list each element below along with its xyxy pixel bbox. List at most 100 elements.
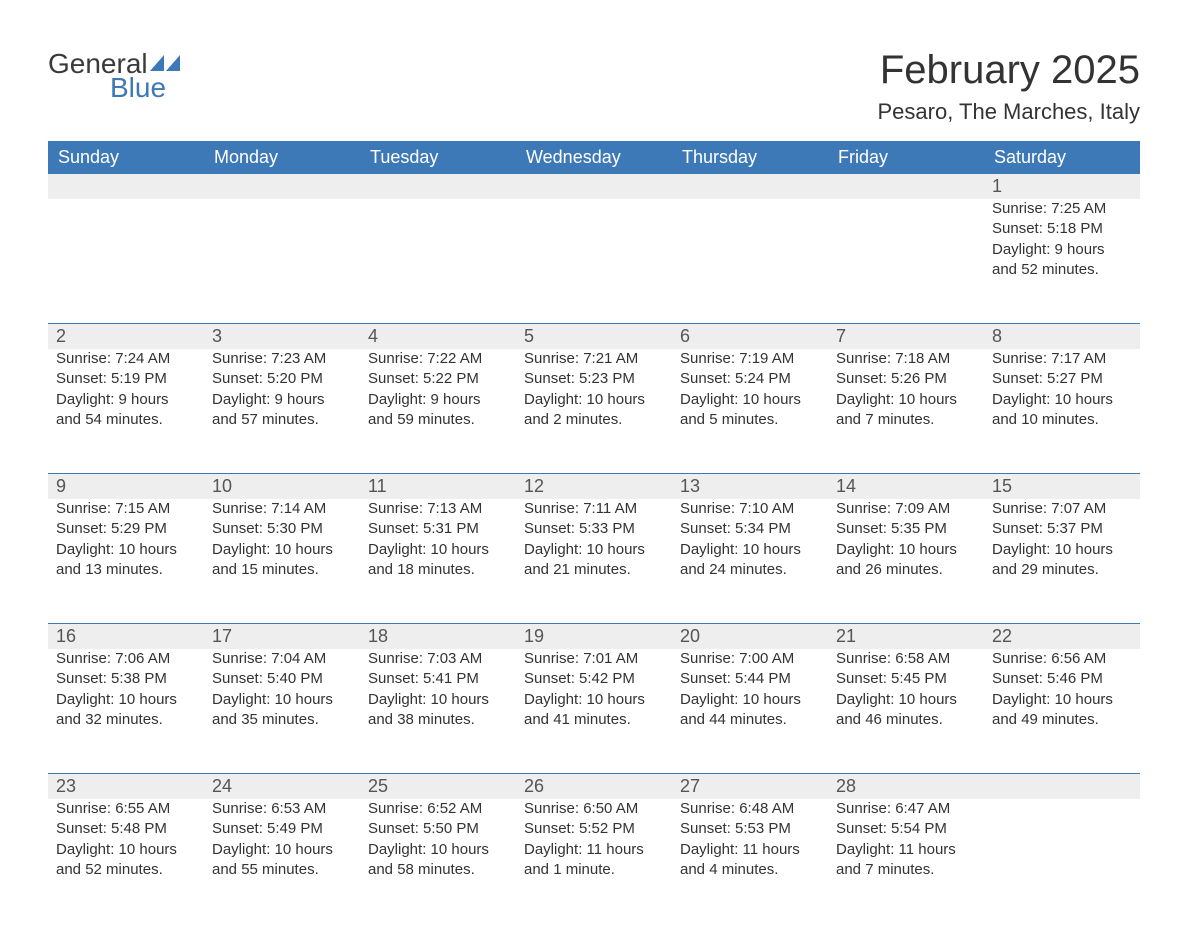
sunrise-text: Sunrise: 7:00 AM (680, 649, 822, 669)
day-details: Sunrise: 7:17 AMSunset: 5:27 PMDaylight:… (986, 349, 1134, 430)
sunrise-text: Sunrise: 7:06 AM (56, 649, 198, 669)
calendar-cell (828, 199, 984, 299)
daylight2-text: and 24 minutes. (680, 560, 822, 580)
sunset-text: Sunset: 5:20 PM (212, 369, 354, 389)
day-number (984, 774, 1140, 799)
calendar-cell: Sunrise: 6:53 AMSunset: 5:49 PMDaylight:… (204, 799, 360, 899)
daylight1-text: Daylight: 10 hours (212, 540, 354, 560)
calendar-cell (672, 199, 828, 299)
dow-sunday: Sunday (48, 141, 204, 174)
calendar-cell: Sunrise: 7:11 AMSunset: 5:33 PMDaylight:… (516, 499, 672, 599)
daylight2-text: and 10 minutes. (992, 410, 1134, 430)
day-number: 2 (48, 324, 204, 349)
sunrise-text: Sunrise: 7:18 AM (836, 349, 978, 369)
title-block: February 2025 Pesaro, The Marches, Italy (878, 48, 1141, 125)
daylight2-text: and 15 minutes. (212, 560, 354, 580)
daylight2-text: and 7 minutes. (836, 860, 978, 880)
daylight1-text: Daylight: 10 hours (212, 840, 354, 860)
sunrise-text: Sunrise: 7:15 AM (56, 499, 198, 519)
day-number: 18 (360, 624, 516, 649)
dow-friday: Friday (828, 141, 984, 174)
calendar-cell: Sunrise: 7:10 AMSunset: 5:34 PMDaylight:… (672, 499, 828, 599)
sunrise-text: Sunrise: 7:25 AM (992, 199, 1134, 219)
sunset-text: Sunset: 5:33 PM (524, 519, 666, 539)
sunset-text: Sunset: 5:37 PM (992, 519, 1134, 539)
daylight1-text: Daylight: 10 hours (56, 690, 198, 710)
day-number: 4 (360, 324, 516, 349)
calendar-cell: Sunrise: 7:21 AMSunset: 5:23 PMDaylight:… (516, 349, 672, 449)
daylight2-text: and 32 minutes. (56, 710, 198, 730)
day-details: Sunrise: 6:58 AMSunset: 5:45 PMDaylight:… (830, 649, 978, 730)
week-row: 1Sunrise: 7:25 AMSunset: 5:18 PMDaylight… (48, 174, 1140, 299)
daylight1-text: Daylight: 10 hours (992, 690, 1134, 710)
sunrise-text: Sunrise: 6:56 AM (992, 649, 1134, 669)
day-number: 24 (204, 774, 360, 799)
daylight1-text: Daylight: 10 hours (992, 540, 1134, 560)
sunrise-text: Sunrise: 7:14 AM (212, 499, 354, 519)
daylight2-text: and 46 minutes. (836, 710, 978, 730)
calendar-cell: Sunrise: 6:55 AMSunset: 5:48 PMDaylight:… (48, 799, 204, 899)
sunset-text: Sunset: 5:52 PM (524, 819, 666, 839)
calendar-cell: Sunrise: 7:04 AMSunset: 5:40 PMDaylight:… (204, 649, 360, 749)
day-number (516, 174, 672, 199)
week-row: 16171819202122Sunrise: 7:06 AMSunset: 5:… (48, 623, 1140, 749)
day-details: Sunrise: 7:09 AMSunset: 5:35 PMDaylight:… (830, 499, 978, 580)
daylight2-text: and 52 minutes. (56, 860, 198, 880)
calendar-cell: Sunrise: 7:09 AMSunset: 5:35 PMDaylight:… (828, 499, 984, 599)
day-details: Sunrise: 7:04 AMSunset: 5:40 PMDaylight:… (206, 649, 354, 730)
daylight2-text: and 38 minutes. (368, 710, 510, 730)
sunrise-text: Sunrise: 6:50 AM (524, 799, 666, 819)
day-number: 17 (204, 624, 360, 649)
daylight1-text: Daylight: 9 hours (992, 240, 1134, 260)
calendar-cell: Sunrise: 7:23 AMSunset: 5:20 PMDaylight:… (204, 349, 360, 449)
day-number (672, 174, 828, 199)
day-number: 20 (672, 624, 828, 649)
daylight1-text: Daylight: 10 hours (836, 690, 978, 710)
calendar-cell: Sunrise: 6:50 AMSunset: 5:52 PMDaylight:… (516, 799, 672, 899)
sunset-text: Sunset: 5:35 PM (836, 519, 978, 539)
daylight1-text: Daylight: 10 hours (524, 390, 666, 410)
daylight1-text: Daylight: 10 hours (836, 540, 978, 560)
day-number: 7 (828, 324, 984, 349)
dow-thursday: Thursday (672, 141, 828, 174)
daylight2-text: and 58 minutes. (368, 860, 510, 880)
location: Pesaro, The Marches, Italy (878, 99, 1141, 125)
sunrise-text: Sunrise: 6:52 AM (368, 799, 510, 819)
sunrise-text: Sunrise: 7:19 AM (680, 349, 822, 369)
week-row: 232425262728Sunrise: 6:55 AMSunset: 5:48… (48, 773, 1140, 899)
sunrise-text: Sunrise: 6:48 AM (680, 799, 822, 819)
daylight1-text: Daylight: 11 hours (836, 840, 978, 860)
daylight1-text: Daylight: 10 hours (680, 690, 822, 710)
sunset-text: Sunset: 5:24 PM (680, 369, 822, 389)
day-number: 14 (828, 474, 984, 499)
daylight1-text: Daylight: 9 hours (56, 390, 198, 410)
daylight2-text: and 13 minutes. (56, 560, 198, 580)
day-number: 11 (360, 474, 516, 499)
day-number (204, 174, 360, 199)
daylight2-text: and 35 minutes. (212, 710, 354, 730)
day-details: Sunrise: 7:18 AMSunset: 5:26 PMDaylight:… (830, 349, 978, 430)
day-number: 21 (828, 624, 984, 649)
day-details: Sunrise: 7:03 AMSunset: 5:41 PMDaylight:… (362, 649, 510, 730)
calendar-cell: Sunrise: 7:13 AMSunset: 5:31 PMDaylight:… (360, 499, 516, 599)
daylight1-text: Daylight: 10 hours (524, 690, 666, 710)
sunrise-text: Sunrise: 6:47 AM (836, 799, 978, 819)
sunset-text: Sunset: 5:54 PM (836, 819, 978, 839)
sunset-text: Sunset: 5:38 PM (56, 669, 198, 689)
day-number (48, 174, 204, 199)
calendar-cell: Sunrise: 7:03 AMSunset: 5:41 PMDaylight:… (360, 649, 516, 749)
daylight1-text: Daylight: 10 hours (368, 540, 510, 560)
sunset-text: Sunset: 5:42 PM (524, 669, 666, 689)
sunset-text: Sunset: 5:53 PM (680, 819, 822, 839)
sunrise-text: Sunrise: 7:13 AM (368, 499, 510, 519)
sunset-text: Sunset: 5:40 PM (212, 669, 354, 689)
daylight1-text: Daylight: 11 hours (680, 840, 822, 860)
daylight1-text: Daylight: 10 hours (212, 690, 354, 710)
calendar-cell: Sunrise: 6:47 AMSunset: 5:54 PMDaylight:… (828, 799, 984, 899)
day-details: Sunrise: 7:07 AMSunset: 5:37 PMDaylight:… (986, 499, 1134, 580)
calendar-cell: Sunrise: 6:52 AMSunset: 5:50 PMDaylight:… (360, 799, 516, 899)
day-details: Sunrise: 6:52 AMSunset: 5:50 PMDaylight:… (362, 799, 510, 880)
sunrise-text: Sunrise: 7:21 AM (524, 349, 666, 369)
daylight2-text: and 5 minutes. (680, 410, 822, 430)
daylight2-text: and 4 minutes. (680, 860, 822, 880)
